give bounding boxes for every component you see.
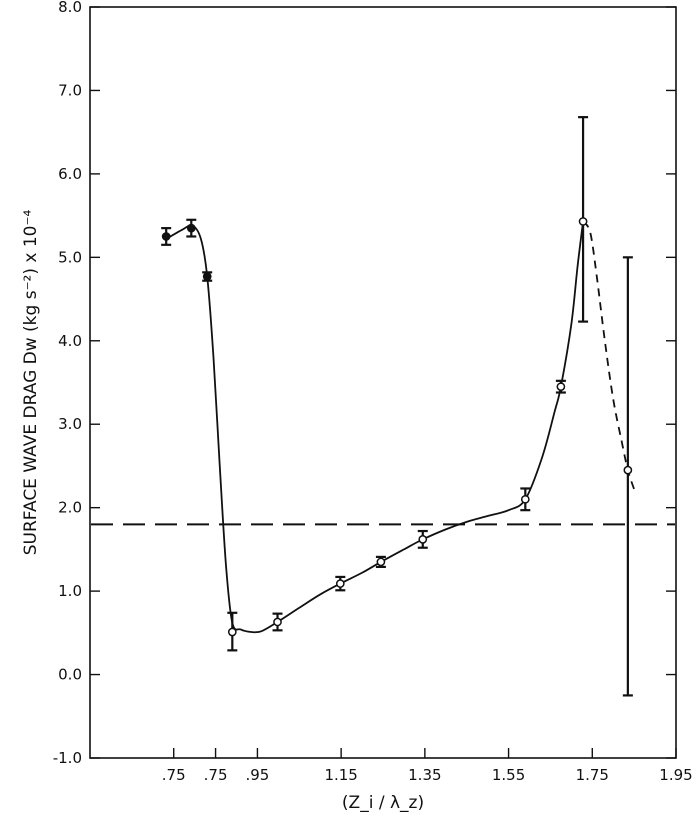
y-tick-label: 0.0	[58, 666, 82, 684]
y-axis-title: SURFACE WAVE DRAG Dw (kg s⁻²) x 10⁻⁴	[21, 210, 41, 556]
y-tick-label: 8.0	[58, 0, 82, 16]
fit-curve-solid	[165, 221, 584, 634]
y-tick-label: 6.0	[58, 165, 82, 183]
data-point	[520, 494, 530, 504]
x-tick-label: .75	[162, 766, 186, 784]
data-point	[186, 223, 196, 233]
error-bar	[622, 256, 633, 697]
x-tick-label: 1.95	[659, 766, 692, 784]
y-tick-label: 7.0	[58, 81, 82, 99]
data-point	[623, 465, 633, 475]
x-tick-label: 1.15	[324, 766, 357, 784]
data-point	[578, 217, 588, 226]
x-axis-title: (Z_i / λ_z)	[342, 793, 424, 813]
x-tick-label: 1.75	[576, 766, 609, 784]
data-point	[556, 382, 566, 392]
y-tick-label: 2.0	[58, 499, 82, 517]
y-tick-label: 1.0	[58, 582, 82, 600]
x-tick-label: .95	[245, 766, 269, 784]
data-point	[376, 557, 386, 567]
y-tick-label: 4.0	[58, 332, 82, 350]
fit-curve-dashed	[582, 220, 635, 490]
data-point	[161, 232, 171, 241]
data-point	[227, 627, 237, 637]
data-point	[418, 535, 428, 544]
y-tick-label: 3.0	[58, 415, 82, 433]
y-tick-label: 5.0	[58, 248, 82, 266]
data-point	[335, 579, 345, 588]
x-tick-label: 1.35	[408, 766, 441, 784]
data-point	[273, 617, 282, 627]
plot-frame	[89, 6, 677, 759]
data-point	[202, 272, 212, 281]
x-tick-label: .75	[204, 766, 228, 784]
x-tick-label: 1.55	[492, 766, 525, 784]
y-tick-label: -1.0	[53, 749, 82, 767]
